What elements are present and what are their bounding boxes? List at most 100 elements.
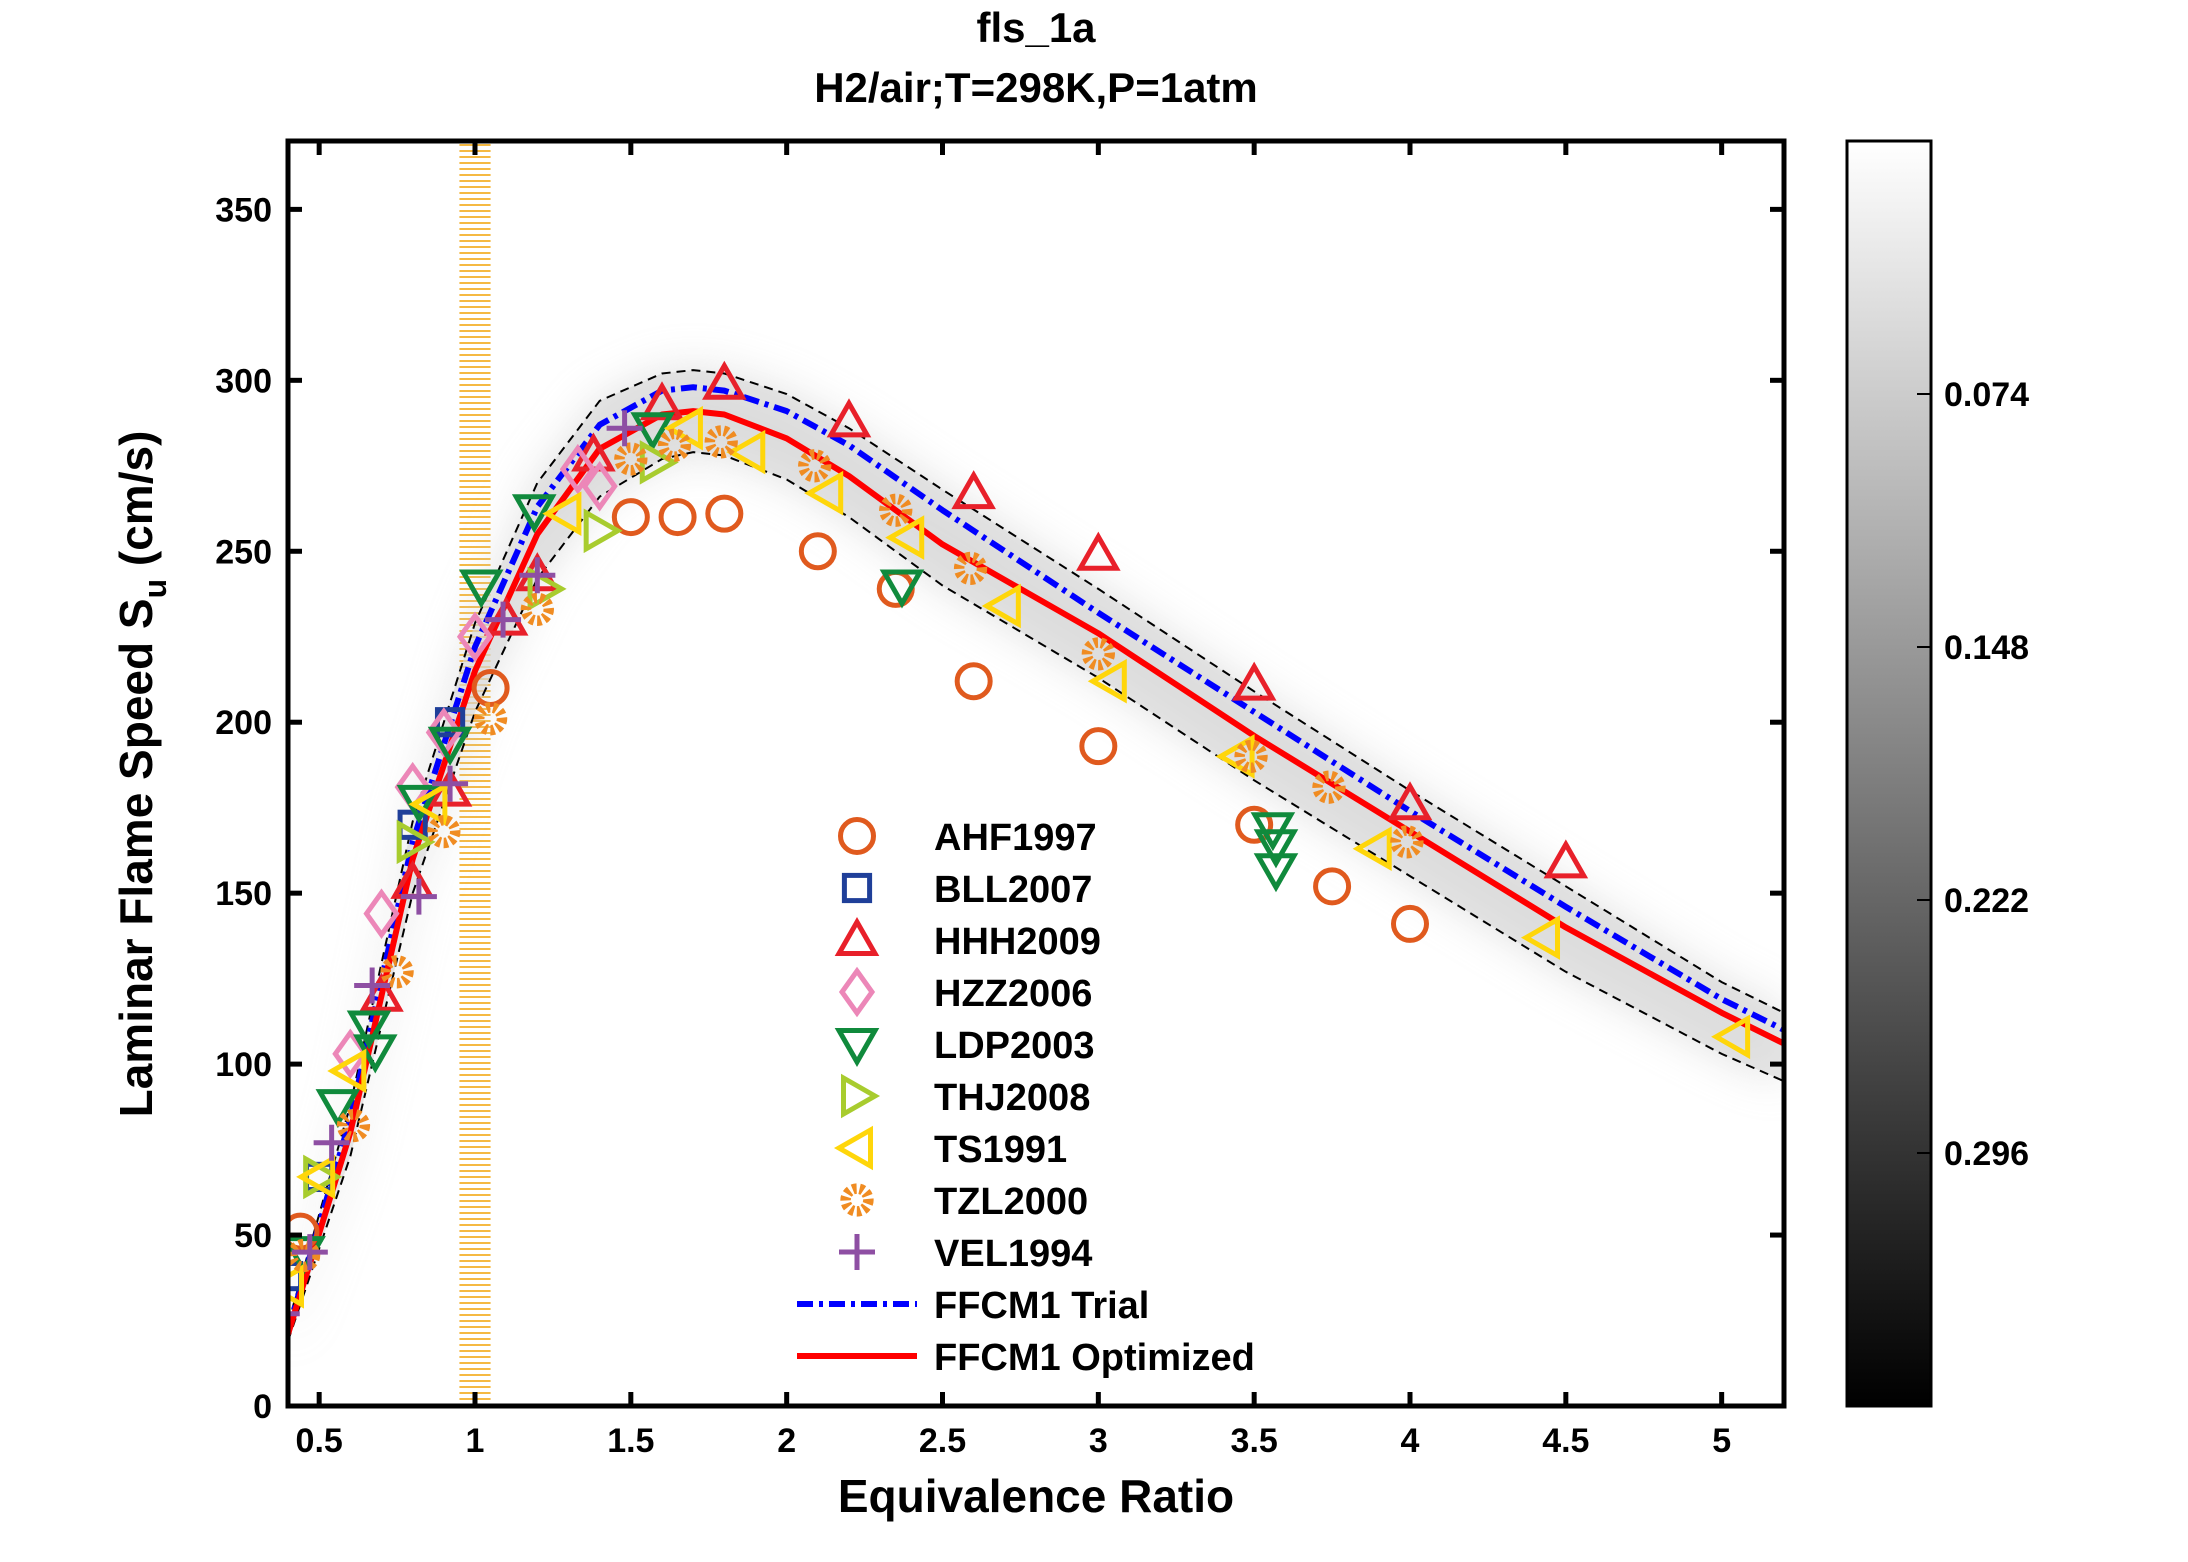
legend-item-hhh2009: HHH2009 xyxy=(834,916,1101,963)
data-point-vel1994 xyxy=(485,601,522,638)
data-point-hhh2009 xyxy=(1543,839,1589,879)
data-point-tzl2000 xyxy=(1234,739,1268,774)
data-point-vel1994 xyxy=(519,557,556,594)
data-point-ldp2003 xyxy=(346,1010,392,1050)
x-tick-label: 3.5 xyxy=(1231,1422,1278,1460)
data-point-vel1994 xyxy=(400,878,437,915)
legend-marker-vel1994 xyxy=(839,1234,875,1270)
data-point-ts1991 xyxy=(1352,826,1392,872)
plot-frame xyxy=(285,138,1787,1409)
data-point-ahf1997 xyxy=(611,498,650,537)
legend-item-tzl2000: TZL2000 xyxy=(840,1181,1088,1223)
data-point-ts1991 xyxy=(408,781,448,827)
data-point-vel1994 xyxy=(432,765,469,802)
colorbar-tick-label: 0.222 xyxy=(1944,882,2029,920)
legend-label: THJ2008 xyxy=(934,1077,1090,1119)
legend-item-ldp2003: LDP2003 xyxy=(834,1025,1095,1068)
data-point-ahf1997 xyxy=(288,1212,320,1251)
data-point-tzl2000 xyxy=(1312,770,1346,804)
legend-item-ahf1997: AHF1997 xyxy=(838,817,1097,859)
legend-label: VEL1994 xyxy=(934,1233,1092,1275)
upper-bound-line xyxy=(288,369,1784,1325)
data-point-ahf1997 xyxy=(1235,805,1274,844)
data-point-ldp2003 xyxy=(630,412,675,452)
y-tick-label: 250 xyxy=(215,533,272,571)
line-ffcm1-optimized xyxy=(288,408,1784,1336)
line-ffcm1-trial xyxy=(288,384,1784,1332)
chart-title: fls_1a xyxy=(976,4,1096,51)
series-tzl2000 xyxy=(288,425,1424,1273)
legend-label: TS1991 xyxy=(934,1129,1067,1171)
data-point-hhh2009 xyxy=(951,470,996,510)
data-point-vel1994 xyxy=(354,967,391,1004)
data-point-ahf1997 xyxy=(471,669,510,708)
data-point-vel1994 xyxy=(288,1311,300,1317)
data-point-ldp2003 xyxy=(427,726,473,766)
data-point-ts1991 xyxy=(981,583,1021,629)
y-tick-label: 100 xyxy=(215,1046,272,1084)
legend-label: AHF1997 xyxy=(934,817,1097,859)
y-tick-label: 300 xyxy=(215,362,272,400)
x-tick-label: 5 xyxy=(1712,1422,1731,1460)
legend-item-hzz2006: HZZ2006 xyxy=(838,966,1092,1018)
x-axis-label: Equivalence Ratio xyxy=(838,1470,1234,1522)
legend: AHF1997 BLL2007 HHH2009 HZZ2006 LDP2003 THJ20… xyxy=(797,817,1255,1379)
x-tick-label: 3 xyxy=(1089,1422,1108,1460)
colorbar-tick-label: 0.148 xyxy=(1944,629,2029,667)
data-point-hhh2009 xyxy=(1387,781,1433,821)
y-tick-label: 350 xyxy=(215,191,272,229)
legend-marker-ldp2003 xyxy=(834,1028,880,1068)
legend-marker-hhh2009 xyxy=(834,916,880,956)
data-point-tzl2000 xyxy=(380,955,414,989)
data-point-tzl2000 xyxy=(953,551,988,586)
data-point-ahf1997 xyxy=(1079,727,1118,766)
data-point-ts1991 xyxy=(1215,734,1255,779)
legend-marker-hzz2006 xyxy=(838,966,876,1018)
data-point-ts1991 xyxy=(1087,658,1127,704)
data-point-tzl2000 xyxy=(427,814,461,849)
x-tick-label: 1 xyxy=(466,1422,485,1460)
data-point-tzl2000 xyxy=(798,449,832,483)
data-point-ts1991 xyxy=(327,1048,367,1094)
data-point-ts1991 xyxy=(726,429,766,475)
x-tick-label: 2 xyxy=(777,1422,796,1460)
data-point-thj2008 xyxy=(583,508,623,554)
y-axis-label: Laminar Flame Speed Su (cm/s) xyxy=(110,431,173,1118)
legend-label: BLL2007 xyxy=(934,869,1092,911)
series-ahf1997 xyxy=(288,494,1429,1251)
x-tick-label: 2.5 xyxy=(919,1422,966,1460)
data-point-ahf1997 xyxy=(1313,867,1352,906)
x-tick-label: 4 xyxy=(1401,1422,1420,1460)
data-point-tzl2000 xyxy=(1390,825,1424,859)
data-point-thj2008 xyxy=(396,819,436,865)
series-ts1991 xyxy=(288,405,1751,1309)
data-point-tzl2000 xyxy=(879,493,913,527)
data-point-tzl2000 xyxy=(288,1238,321,1273)
data-point-ahf1997 xyxy=(658,498,697,537)
colorbar-tick-label: 0.296 xyxy=(1944,1135,2029,1173)
x-tick-label: 4.5 xyxy=(1542,1422,1589,1460)
data-point-hhh2009 xyxy=(639,381,685,421)
data-point-tzl2000 xyxy=(614,442,648,476)
data-point-ahf1997 xyxy=(705,494,744,533)
legend-item-vel1994: VEL1994 xyxy=(839,1233,1092,1275)
data-point-ts1991 xyxy=(288,1264,304,1309)
x-tick-label: 0.5 xyxy=(296,1422,343,1460)
data-point-ts1991 xyxy=(1520,915,1561,960)
data-point-hzz2006 xyxy=(363,888,400,939)
data-point-ts1991 xyxy=(1711,1014,1751,1060)
data-point-ts1991 xyxy=(296,1154,336,1200)
data-point-hzz2006 xyxy=(581,461,618,512)
legend-item-ffcm1-trial: FFCM1 Trial xyxy=(797,1285,1149,1327)
data-point-vel1994 xyxy=(291,1234,328,1271)
data-point-ldp2003 xyxy=(1253,829,1299,869)
data-point-hhh2009 xyxy=(1076,531,1121,571)
y-tick-label: 50 xyxy=(234,1217,272,1255)
data-point-tzl2000 xyxy=(704,425,738,459)
data-point-ldp2003 xyxy=(879,569,925,609)
series-vel1994 xyxy=(288,410,643,1317)
data-point-hhh2009 xyxy=(702,360,747,400)
legend-item-ts1991: TS1991 xyxy=(833,1125,1067,1171)
data-point-ahf1997 xyxy=(798,532,837,571)
